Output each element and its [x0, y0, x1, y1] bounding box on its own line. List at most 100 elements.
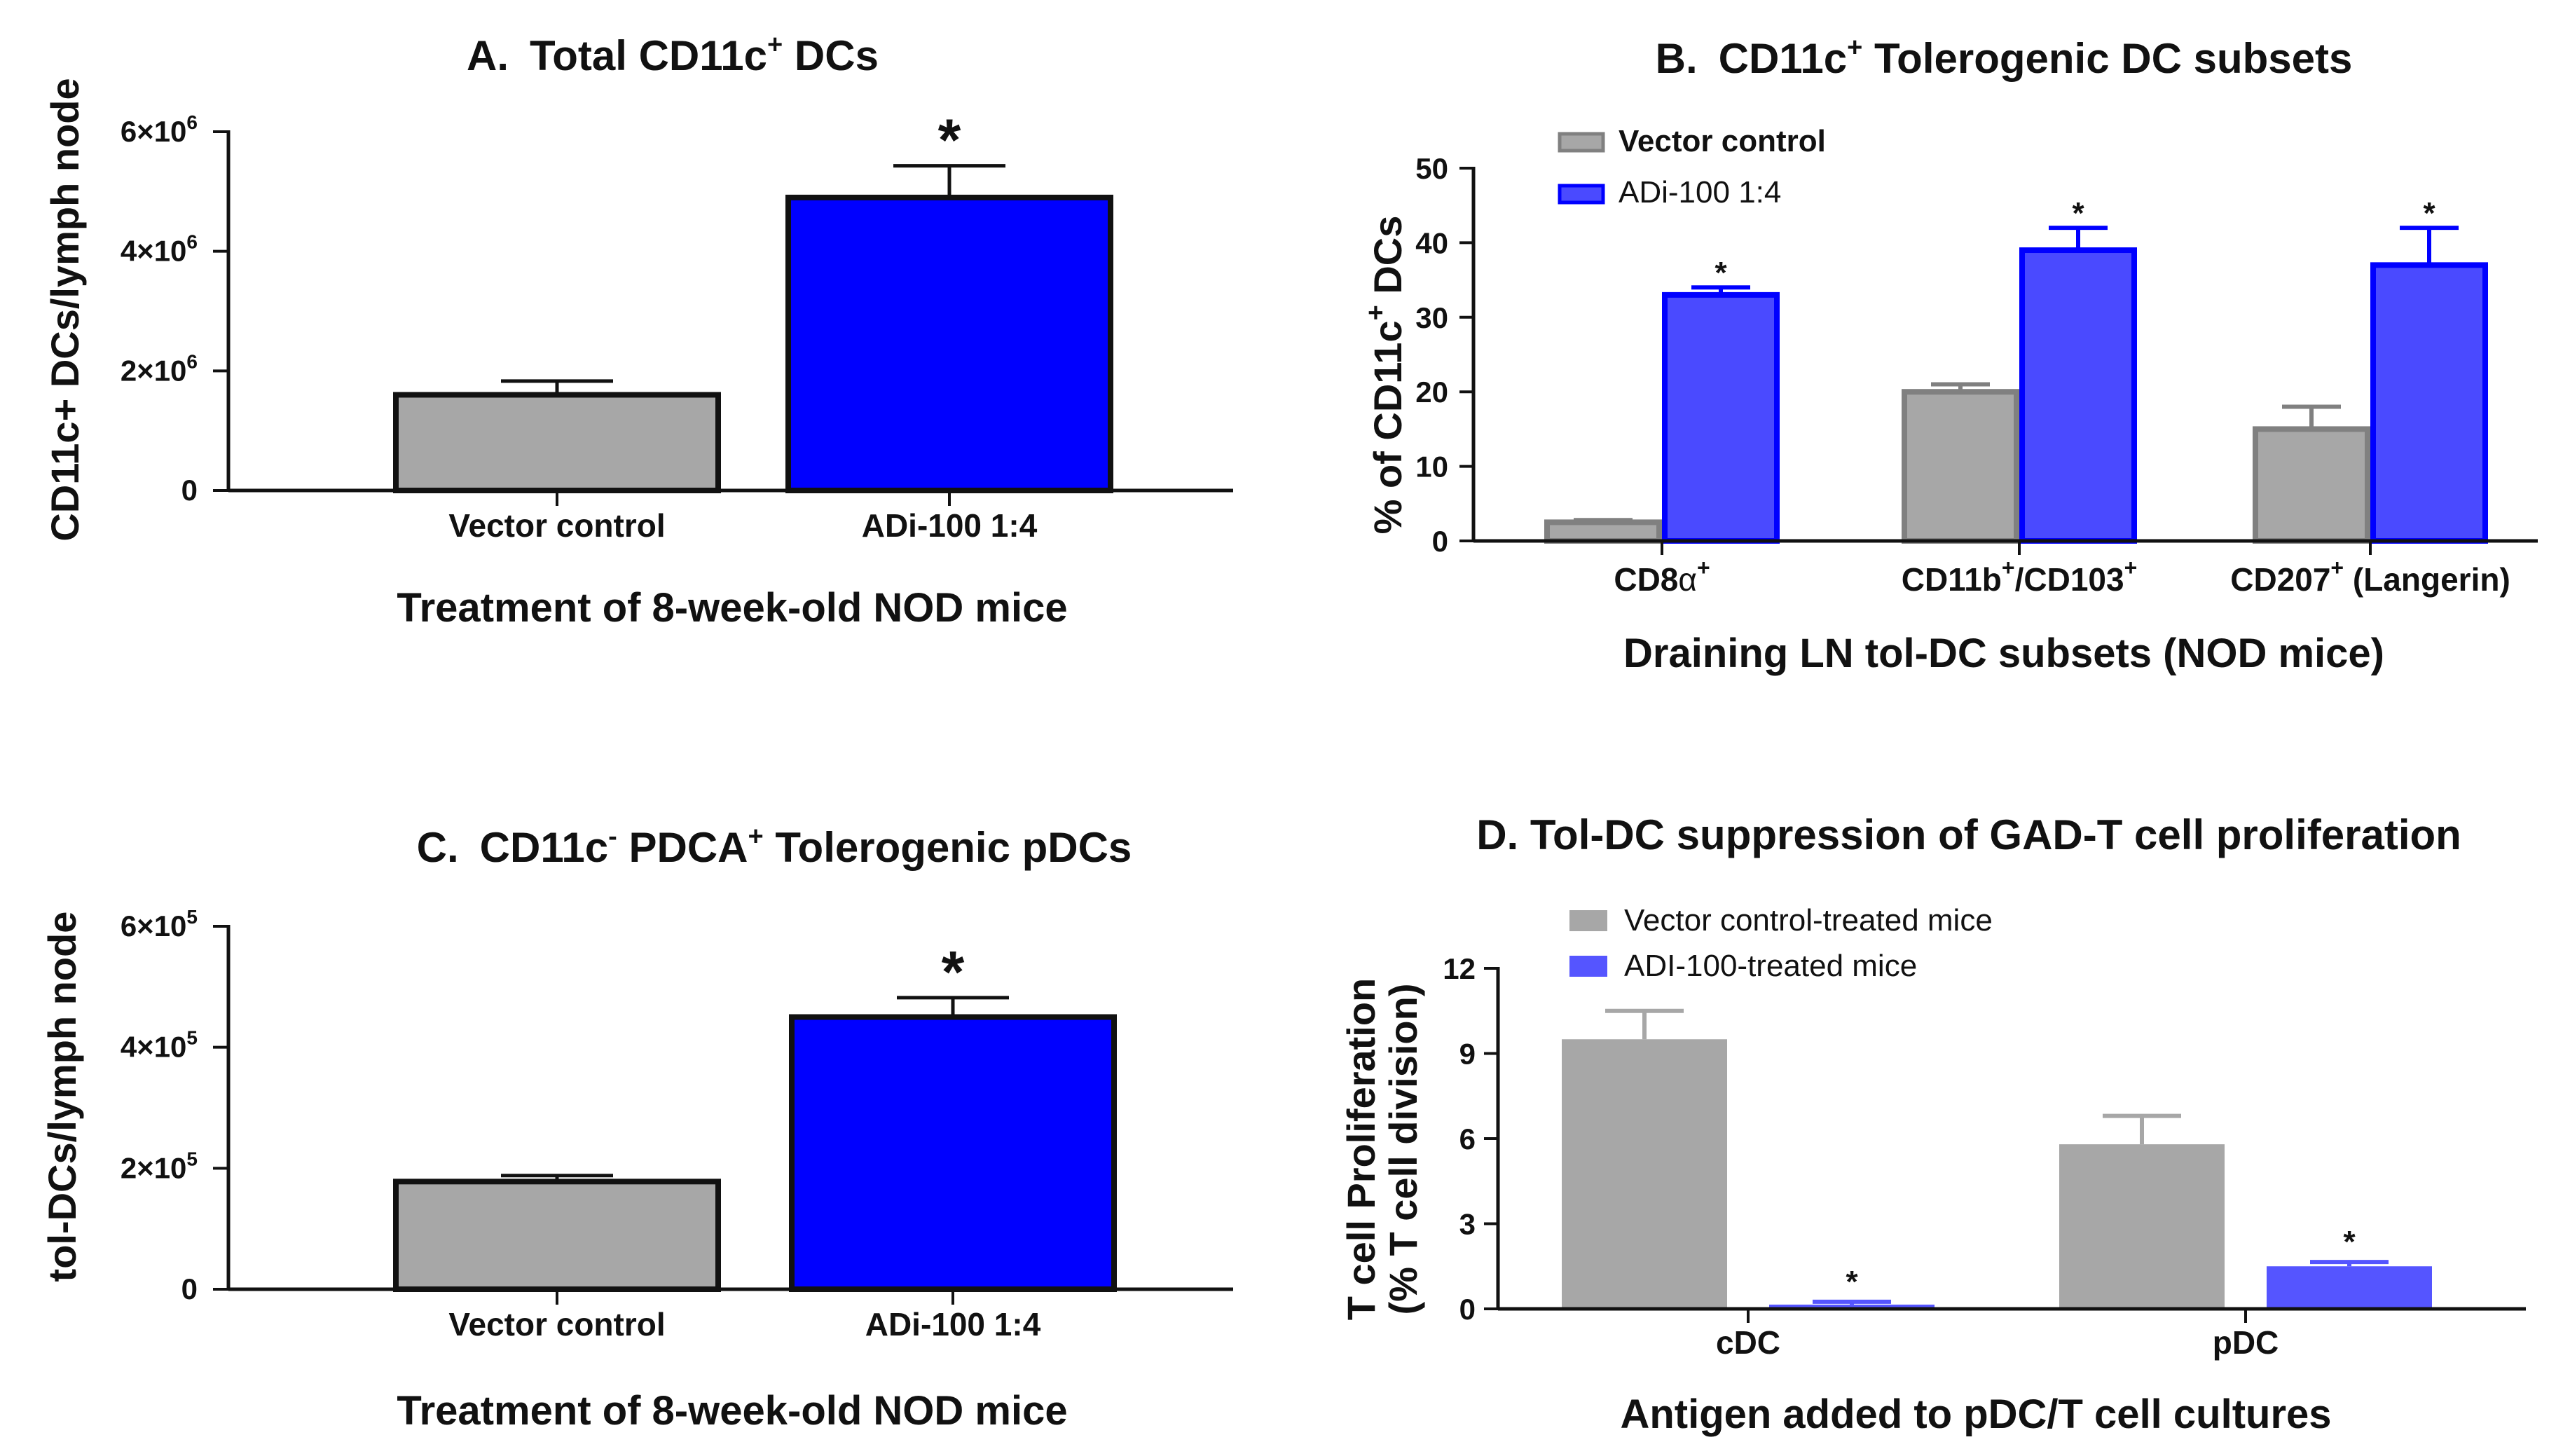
legend-swatch-vector-control	[1558, 132, 1605, 153]
y-tick-label: 10	[1415, 451, 1448, 483]
panel-d-category-labels: cDC pDC	[1716, 1324, 2279, 1361]
panel-b-xlabel: Draining LN tol-DC subsets (NOD mice)	[1623, 631, 2384, 676]
category-label: ADi-100 1:4	[862, 507, 1038, 544]
y-tick-exponent: 5	[186, 1148, 198, 1169]
significance-marker: *	[1715, 256, 1727, 290]
panel-c: C. CD11c- PDCA+ Tolerogenic pDCs tol-DCs/…	[40, 822, 1233, 1434]
panel-a: A. Total CD11c+ DCs CD11c+ DCs/lymph node…	[43, 30, 1233, 631]
legend-label-vector-control-treated: Vector control-treated mice	[1624, 903, 1993, 938]
y-tick-base: 2×10	[121, 1151, 187, 1184]
bar-adi-100-treated	[1769, 1304, 1935, 1309]
y-tick-exponent: 6	[186, 350, 198, 372]
panel-d-axes	[1496, 967, 2526, 1323]
significance-marker: *	[2072, 196, 2084, 231]
panel-a-title: A. Total CD11c+ DCs	[467, 30, 879, 79]
legend-label-adi-100-treated: ADI-100-treated mice	[1624, 949, 1917, 983]
y-tick-exponent: 5	[186, 906, 198, 928]
panel-b-category-labels: CD8α+ CD11b+/CD103+ CD207+ (Langerin)	[1614, 555, 2510, 598]
category-label: pDC	[2213, 1324, 2279, 1361]
y-tick-base: 2×10	[121, 354, 187, 387]
y-tick-label: 4×106	[121, 231, 198, 268]
y-tick-label: 0	[1459, 1293, 1476, 1326]
bar-adi-100	[2019, 247, 2137, 544]
legend-swatch-vector-control-treated	[1569, 910, 1607, 931]
bar-vector-control	[1902, 389, 2019, 544]
bar-vector-control	[393, 392, 721, 494]
y-tick-label: 20	[1415, 376, 1448, 408]
y-tick-base: 0	[181, 1272, 198, 1305]
y-tick-label: 40	[1415, 226, 1448, 259]
panel-d-legend: Vector control-treated mice ADI-100-trea…	[1569, 903, 1993, 983]
y-tick-exponent: 5	[186, 1027, 198, 1049]
panel-a-xlabel: Treatment of 8-week-old NOD mice	[397, 585, 1067, 631]
legend-label-vector-control: Vector control	[1619, 124, 1826, 158]
panel-c-title: C. CD11c- PDCA+ Tolerogenic pDCs	[417, 822, 1132, 871]
panel-c-bars: *	[393, 939, 1117, 1292]
y-tick-label: 12	[1443, 952, 1476, 985]
panel-b-y-ticks: 0 10 20 30 40 50	[1415, 152, 1473, 558]
panel-c-axes	[226, 925, 1233, 1305]
legend-label-adi-100: ADi-100 1:4	[1619, 175, 1781, 210]
panel-d-bars: **	[1562, 1008, 2432, 1309]
y-tick-exponent: 6	[186, 111, 198, 133]
category-label: cDC	[1716, 1324, 1780, 1361]
y-tick-label: 0	[1432, 525, 1448, 558]
panel-b-ylabel: % of CD11c+ DCs	[1361, 216, 1410, 535]
panel-d-ylabel-line1: T cell Proliferation	[1339, 978, 1383, 1321]
bar-adi-100	[1662, 291, 1780, 544]
panel-c-xlabel: Treatment of 8-week-old NOD mice	[397, 1388, 1067, 1434]
panel-a-ylabel: CD11c+ DCs/lymph node	[43, 78, 87, 541]
y-tick-label: 6×105	[121, 906, 198, 942]
significance-marker: *	[1846, 1265, 1858, 1299]
y-tick-label: 9	[1459, 1038, 1476, 1071]
bar-vector-control	[393, 1179, 721, 1292]
y-tick-label: 2×106	[121, 350, 198, 387]
category-label: Vector control	[448, 1306, 665, 1342]
panel-d: D. Tol-DC suppression of GAD-T cell prol…	[1339, 811, 2526, 1437]
panel-b: B. CD11c+ Tolerogenic DC subsets % of CD1…	[1361, 33, 2538, 676]
y-tick-label: 6	[1459, 1122, 1476, 1155]
bar-vector-control-treated	[2059, 1144, 2225, 1309]
y-tick-label: 4×105	[121, 1027, 198, 1064]
bar-adi-100	[2370, 262, 2488, 544]
panel-b-title: B. CD11c+ Tolerogenic DC subsets	[1656, 33, 2353, 82]
panel-a-bars: *	[393, 107, 1113, 494]
y-tick-label: 0	[181, 1272, 198, 1305]
significance-marker: *	[2423, 196, 2435, 231]
y-tick-label: 0	[181, 474, 198, 507]
panel-b-legend: Vector control ADi-100 1:4	[1558, 124, 1826, 210]
y-tick-label: 6×106	[121, 111, 198, 148]
y-tick-base: 6×10	[121, 909, 187, 942]
y-tick-label: 3	[1459, 1208, 1476, 1241]
panel-d-xlabel: Antigen added to pDC/T cell cultures	[1620, 1392, 2331, 1437]
y-tick-label: 50	[1415, 152, 1448, 185]
panel-b-bars: * * *	[1544, 196, 2488, 544]
legend-swatch-adi-100	[1558, 184, 1605, 205]
y-tick-label: 30	[1415, 301, 1448, 334]
y-tick-exponent: 6	[186, 231, 198, 253]
y-tick-label: 2×105	[121, 1148, 198, 1184]
panel-b-axes	[1471, 167, 2538, 555]
panel-d-ylabel-line2: (% T cell division)	[1381, 984, 1425, 1315]
significance-marker: *	[942, 939, 965, 1005]
bar-adi-100	[785, 194, 1113, 493]
bar-vector-control	[1544, 519, 1662, 544]
significance-marker: *	[938, 107, 961, 173]
y-tick-base: 4×10	[121, 1031, 187, 1064]
category-label-cd8a: CD8α+	[1614, 555, 1710, 598]
panel-a-category-labels: Vector control ADi-100 1:4	[448, 507, 1037, 544]
category-label: ADi-100 1:4	[865, 1306, 1041, 1342]
bar-adi-100	[789, 1014, 1117, 1292]
y-tick-base: 0	[181, 474, 198, 507]
y-tick-base: 6×10	[121, 115, 187, 148]
legend-swatch-adi-100-treated	[1569, 956, 1607, 977]
panel-c-category-labels: Vector control ADi-100 1:4	[448, 1306, 1040, 1342]
panel-d-title: D. Tol-DC suppression of GAD-T cell prol…	[1476, 811, 2461, 858]
significance-marker: *	[2343, 1225, 2356, 1259]
bar-vector-control-treated	[1562, 1039, 1727, 1309]
panel-a-axes	[226, 130, 1233, 506]
category-label-cd11b-cd103: CD11b+/CD103+	[1902, 555, 2138, 598]
